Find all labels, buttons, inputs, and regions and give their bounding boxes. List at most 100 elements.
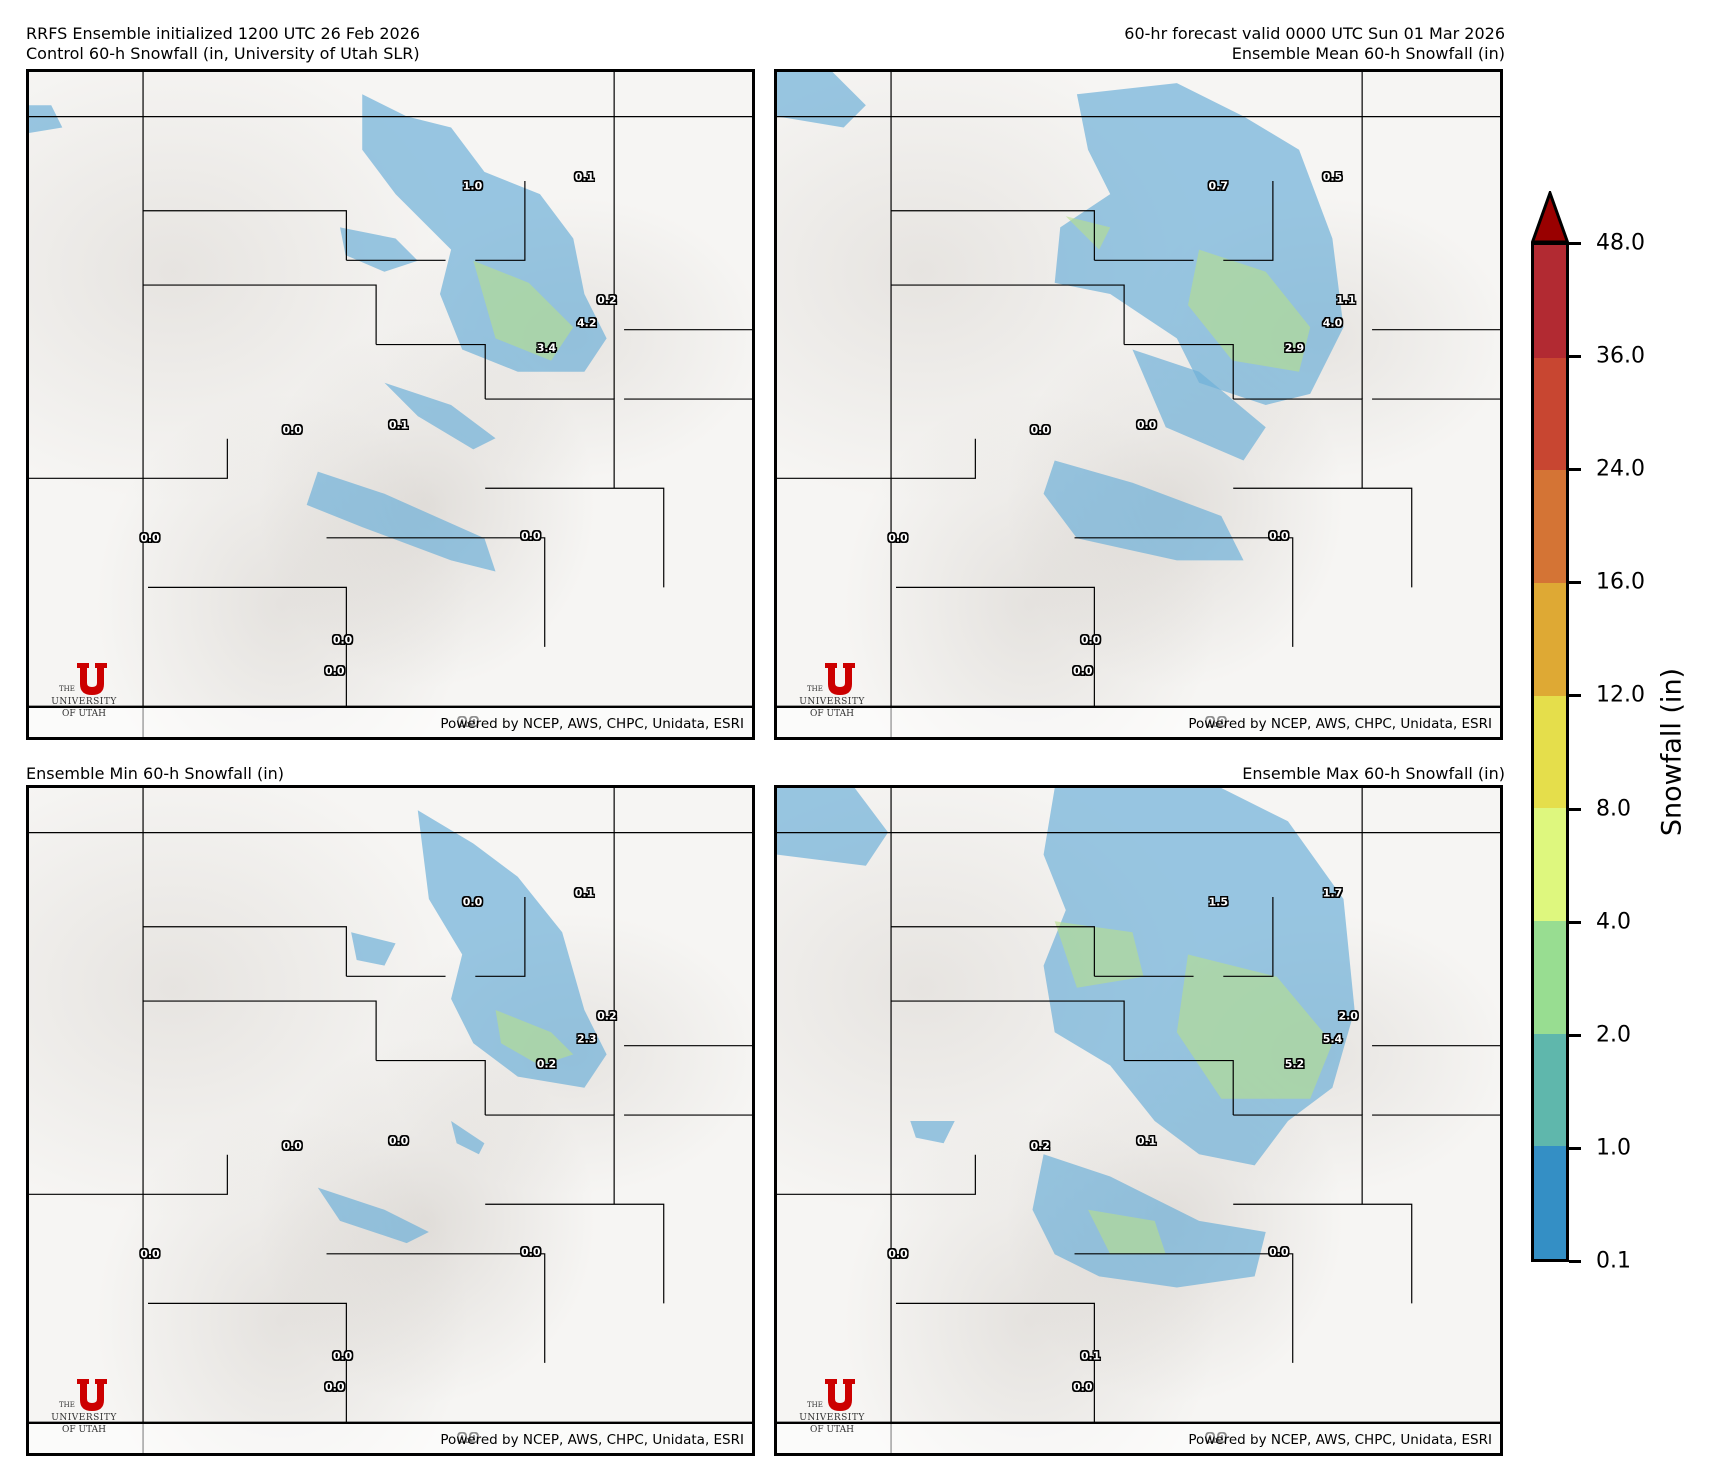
snowfall-contour-light [777, 788, 889, 866]
colorbar-tick-label: 24.0 [1596, 456, 1645, 482]
boundary-line [148, 586, 347, 707]
logo-of-utah: OF UTAH [62, 1425, 106, 1435]
utah-u-icon [825, 663, 855, 695]
colorbar-extend-arrow-icon [1531, 191, 1569, 243]
university-of-utah-logo: THE UNIVERSITY OF UTAH [39, 663, 129, 731]
snowfall-value-label: 5.2 [1284, 1057, 1305, 1071]
boundary-line [1233, 487, 1413, 588]
colorbar-tick [1569, 807, 1581, 811]
snowfall-value-label: 0.2 [597, 1009, 617, 1023]
boundary-line [777, 1154, 976, 1195]
logo-the: THE [807, 685, 823, 693]
colorbar-tick [1569, 1260, 1581, 1263]
basemap [29, 72, 752, 737]
boundary-line [891, 284, 1125, 345]
snowfall-value-label: 4.2 [577, 316, 597, 330]
snowfall-contour-light [417, 810, 607, 1088]
snowfall-contour-moderate [495, 1009, 574, 1066]
logo-of-utah: OF UTAH [62, 709, 106, 719]
logo-university: UNIVERSITY [51, 1413, 117, 1423]
colorbar [1531, 242, 1569, 1262]
snowfall-value-label: 0.0 [1080, 633, 1101, 647]
snowfall-value-label: 0.0 [1269, 529, 1289, 543]
colorbar-segment [1534, 245, 1566, 358]
snowfall-value-label: 1.7 [1322, 886, 1343, 900]
boundary-line [485, 1114, 615, 1205]
snowfall-value-label: 0.0 [888, 1247, 908, 1261]
snowfall-value-label: 0.0 [888, 531, 908, 545]
colorbar-tick-label: 16.0 [1596, 569, 1645, 595]
snowfall-value-label: 0.7 [1208, 179, 1229, 193]
snowfall-value-label: 0.5 [1322, 170, 1343, 184]
valid-time-title: 60-hr forecast valid 0000 UTC Sun 01 Mar… [1124, 24, 1505, 43]
colorbar-tick [1569, 468, 1581, 472]
colorbar-tick-label: 12.0 [1596, 682, 1645, 708]
data-credit: Powered by NCEP, AWS, CHPC, Unidata, ESR… [440, 716, 744, 732]
snowfall-contour-moderate [1054, 921, 1144, 988]
boundary-line [1223, 897, 1274, 977]
footer-strip [777, 706, 1500, 737]
mean-panel-title: Ensemble Mean 60-h Snowfall (in) [1231, 44, 1505, 63]
snowfall-value-label: 0.0 [282, 1139, 302, 1153]
snowfall-value-label: 0.2 [597, 293, 617, 307]
snowfall-value-label: 0.0 [325, 1380, 345, 1394]
boundary-line [1124, 1059, 1234, 1116]
colorbar-tick [1569, 242, 1581, 245]
map-panel-control: 1.00.10.24.23.40.00.10.00.00.00.00.00.0P… [26, 69, 755, 740]
snowfall-contour-light [306, 471, 496, 572]
snowfall-value-label: 0.0 [521, 1245, 541, 1259]
boundary-line [148, 1302, 347, 1423]
snowfall-value-label: 0.2 [536, 1057, 557, 1071]
logo-university: UNIVERSITY [799, 697, 865, 707]
snowfall-value-label: 0.0 [1073, 664, 1093, 678]
min-panel-title: Ensemble Min 60-h Snowfall (in) [26, 764, 285, 783]
snowfall-value-label: 1.0 [462, 179, 483, 193]
boundary-line [485, 398, 615, 489]
snowfall-contour-light [317, 1187, 429, 1244]
snowfall-value-label: 2.0 [1338, 1009, 1358, 1023]
boundary-line [143, 210, 347, 261]
logo-the: THE [59, 685, 75, 693]
snowfall-contour-light [340, 227, 418, 272]
snowfall-value-label: 2.9 [1284, 341, 1305, 355]
snowfall-value-label: 0.0 [521, 529, 541, 543]
utah-u-icon [77, 1379, 107, 1411]
colorbar-tick [1569, 581, 1581, 585]
snowfall-value-label: 0.0 [332, 633, 353, 647]
colorbar-tick [1569, 920, 1581, 924]
snowfall-value-label: 0.2 [1030, 1139, 1050, 1153]
colorbar-segment [1534, 808, 1566, 922]
boundary-line [143, 926, 347, 977]
colorbar-segment [1534, 357, 1566, 471]
snowfall-value-label: 0.0 [140, 531, 160, 545]
snowfall-value-label: 0.1 [574, 170, 595, 184]
boundary-line [376, 343, 486, 400]
utah-u-icon [825, 1379, 855, 1411]
snowfall-value-label: 0.0 [1030, 423, 1050, 437]
snowfall-value-label: 4.0 [1322, 316, 1343, 330]
snowfall-value-label: 0.0 [388, 1134, 409, 1148]
boundary-line [1074, 1253, 1294, 1363]
snowfall-contour-light [384, 382, 496, 450]
snowfall-value-label: 1.5 [1208, 895, 1229, 909]
snowfall-value-label: 0.1 [1080, 1349, 1101, 1363]
snowfall-contour-light [910, 1120, 955, 1144]
control-panel-title: Control 60-h Snowfall (in, University of… [26, 44, 420, 63]
logo-of-utah: OF UTAH [810, 709, 854, 719]
snowfall-value-label: 0.0 [332, 1349, 353, 1363]
boundary-line [1223, 181, 1274, 261]
colorbar-tick-label: 48.0 [1596, 230, 1645, 256]
snowfall-value-label: 0.1 [1136, 1134, 1157, 1148]
boundary-line [891, 1000, 1125, 1061]
max-panel-title: Ensemble Max 60-h Snowfall (in) [1242, 764, 1505, 783]
colorbar-segment [1534, 583, 1566, 696]
boundary-line [143, 284, 377, 345]
colorbar-segment [1534, 1033, 1566, 1147]
boundary-line [1124, 343, 1234, 400]
colorbar-tick-label: 36.0 [1596, 343, 1645, 369]
basemap [777, 72, 1500, 737]
logo-the: THE [807, 1401, 823, 1409]
snowfall-value-label: 0.0 [282, 423, 302, 437]
basemap [777, 788, 1500, 1453]
boundary-line [1074, 537, 1294, 647]
